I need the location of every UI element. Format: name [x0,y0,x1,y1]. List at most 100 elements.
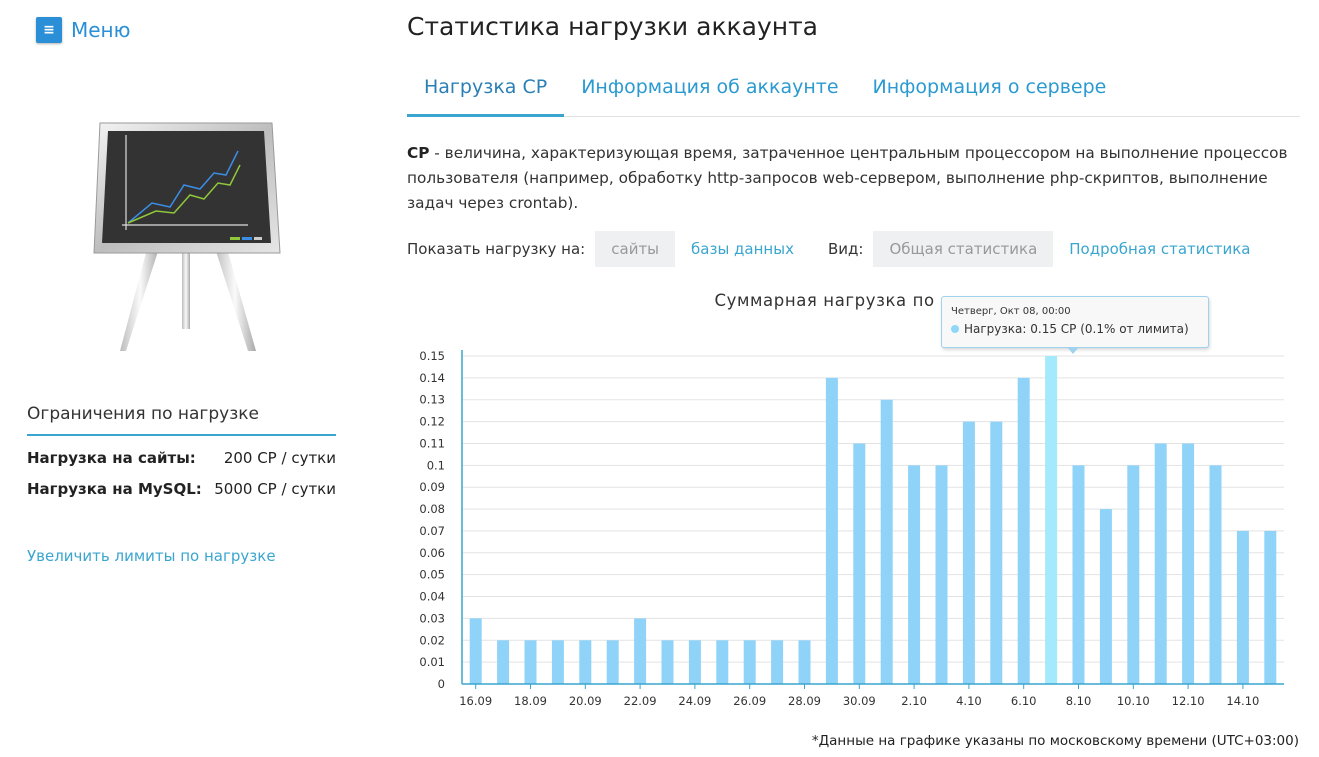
tooltip-label: Нагрузка: [964,322,1027,336]
bar-12.10 [1182,443,1195,684]
bar-22.09 [634,618,647,684]
x-tick-label: 4.10 [956,694,982,708]
y-tick-label: 0.14 [419,371,445,385]
y-tick-label: 0.01 [419,655,445,669]
y-tick-label: 0.06 [419,546,445,560]
x-tick-label: 12.10 [1172,694,1205,708]
bar-10.10 [1127,465,1140,684]
bar-9.10 [1099,509,1112,684]
limit-row-mysql: Нагрузка на MySQL: 5000 CP / сутки [27,480,336,498]
limits-title: Ограничения по нагрузке [27,404,336,436]
x-tick-label: 28.09 [788,694,821,708]
view-summary-button[interactable]: Общая статистика [873,231,1054,267]
increase-limits-link[interactable]: Увеличить лимиты по нагрузке [27,547,276,565]
y-tick-label: 0.09 [419,480,445,494]
x-tick-label: 6.10 [1011,694,1037,708]
x-tick-label: 30.09 [843,694,876,708]
page-title: Статистика нагрузки аккаунта [407,12,818,41]
bar-26.09 [743,640,756,684]
bar-6.10 [1017,377,1030,684]
bar-29.09 [825,377,838,684]
menu-label: Меню [71,18,131,42]
y-tick-label: 0.11 [419,436,445,450]
tooltip-date: Четверг, Окт 08, 00:00 [951,306,1071,317]
cp-term: CP [407,144,430,162]
menu-button[interactable]: ≡ Меню [36,17,130,43]
show-load-label: Показать нагрузку на: [407,240,586,258]
tooltip-value: 0.15 CP (0.1% от лимита) [1030,322,1189,336]
x-tick-label: 24.09 [678,694,711,708]
bar-15.10 [1264,530,1277,684]
x-tick-label: 18.09 [514,694,547,708]
tab-account-info[interactable]: Информация об аккаунте [581,76,839,98]
bar-27.09 [771,640,784,684]
load-bar-chart: Суммарная нагрузка по дням 0 0.01 0.02 0.03… [419,291,1284,708]
cp-definition: - величина, характеризующая время, затра… [407,144,1288,212]
tabs-bar: Нагрузка CP Информация об аккаунте Инфор… [407,72,1300,117]
chart-bars [469,356,1277,684]
filter-sites-button[interactable]: сайты [595,231,676,267]
bar-20.09 [579,640,592,684]
x-tick-label: 10.10 [1117,694,1150,708]
y-tick-label: 0.05 [419,568,445,582]
load-limits-panel: Ограничения по нагрузке Нагрузка на сайт… [27,404,336,498]
bar-24.09 [688,640,701,684]
bar-3.10 [935,465,948,684]
bar-2.10 [908,465,921,684]
bar-5.10 [990,421,1003,684]
tab-cp-load[interactable]: Нагрузка CP [407,72,565,117]
limit-row-sites: Нагрузка на сайты: 200 CP / сутки [27,449,336,467]
chart-grid [462,355,1284,663]
chart-y-axis: 0 0.01 0.02 0.03 0.04 0.05 0.06 0.07 0.08 0.09 0.1… [419,349,463,691]
bar-28.09 [798,640,811,684]
tooltip-pointer [1067,347,1079,354]
chart-tooltip: Четверг, Окт 08, 00:00 Нагрузка: 0.15 CP… [941,296,1209,348]
hamburger-icon: ≡ [36,17,62,43]
limit-value: 5000 CP / сутки [214,480,336,498]
bar-18.09 [524,640,537,684]
view-detailed-button[interactable]: Подробная статистика [1069,240,1251,258]
x-tick-label: 26.09 [733,694,766,708]
y-tick-label: 0 [438,677,445,691]
chart-title: Суммарная нагрузка по дням [714,291,987,310]
y-tick-label: 0.1 [427,458,445,472]
chart-x-axis: 16.09 18.09 20.09 22.09 24.09 26.09 28.09 30.09… [459,683,1284,708]
bar-17.09 [497,640,510,684]
bar-25.09 [716,640,729,684]
bar-30.09 [853,443,866,684]
x-tick-label: 14.10 [1226,694,1259,708]
y-tick-label: 0.02 [419,633,445,647]
y-tick-label: 0.07 [419,524,445,538]
bar-16.09 [469,618,482,684]
bar-13.10 [1209,465,1222,684]
y-tick-label: 0.03 [419,611,445,625]
timezone-footnote: *Данные на графике указаны по московском… [811,733,1299,749]
view-label: Вид: [827,240,864,258]
y-tick-label: 0.15 [419,349,445,363]
x-tick-label: 22.09 [624,694,657,708]
limit-label: Нагрузка на MySQL: [27,480,202,498]
filter-databases-button[interactable]: базы данных [691,240,794,258]
x-tick-label: 16.09 [459,694,492,708]
bar-4.10 [962,421,975,684]
bar-8.10 [1072,465,1085,684]
easel-chart-illustration [93,122,281,351]
cp-description: CP - величина, характеризующая время, за… [407,141,1307,216]
x-tick-label: 8.10 [1066,694,1092,708]
x-tick-label: 20.09 [569,694,602,708]
tab-server-info[interactable]: Информация о сервере [872,76,1107,98]
bar-11.10 [1154,443,1167,684]
x-tick-label: 2.10 [901,694,927,708]
series-dot-icon [951,325,959,333]
bar-1.10 [880,399,893,684]
limit-label: Нагрузка на сайты: [27,449,196,467]
y-tick-label: 0.12 [419,415,445,429]
bar-19.09 [551,640,564,684]
limit-value: 200 CP / сутки [223,449,336,467]
bar-21.09 [606,640,619,684]
tooltip-row: Нагрузка: 0.15 CP (0.1% от лимита) [951,322,1208,336]
y-tick-label: 0.13 [419,393,445,407]
bar-7.10 [1045,356,1058,684]
filters-row: Показать нагрузку на: сайты базы данных … [407,231,1266,267]
bar-14.10 [1236,530,1249,684]
